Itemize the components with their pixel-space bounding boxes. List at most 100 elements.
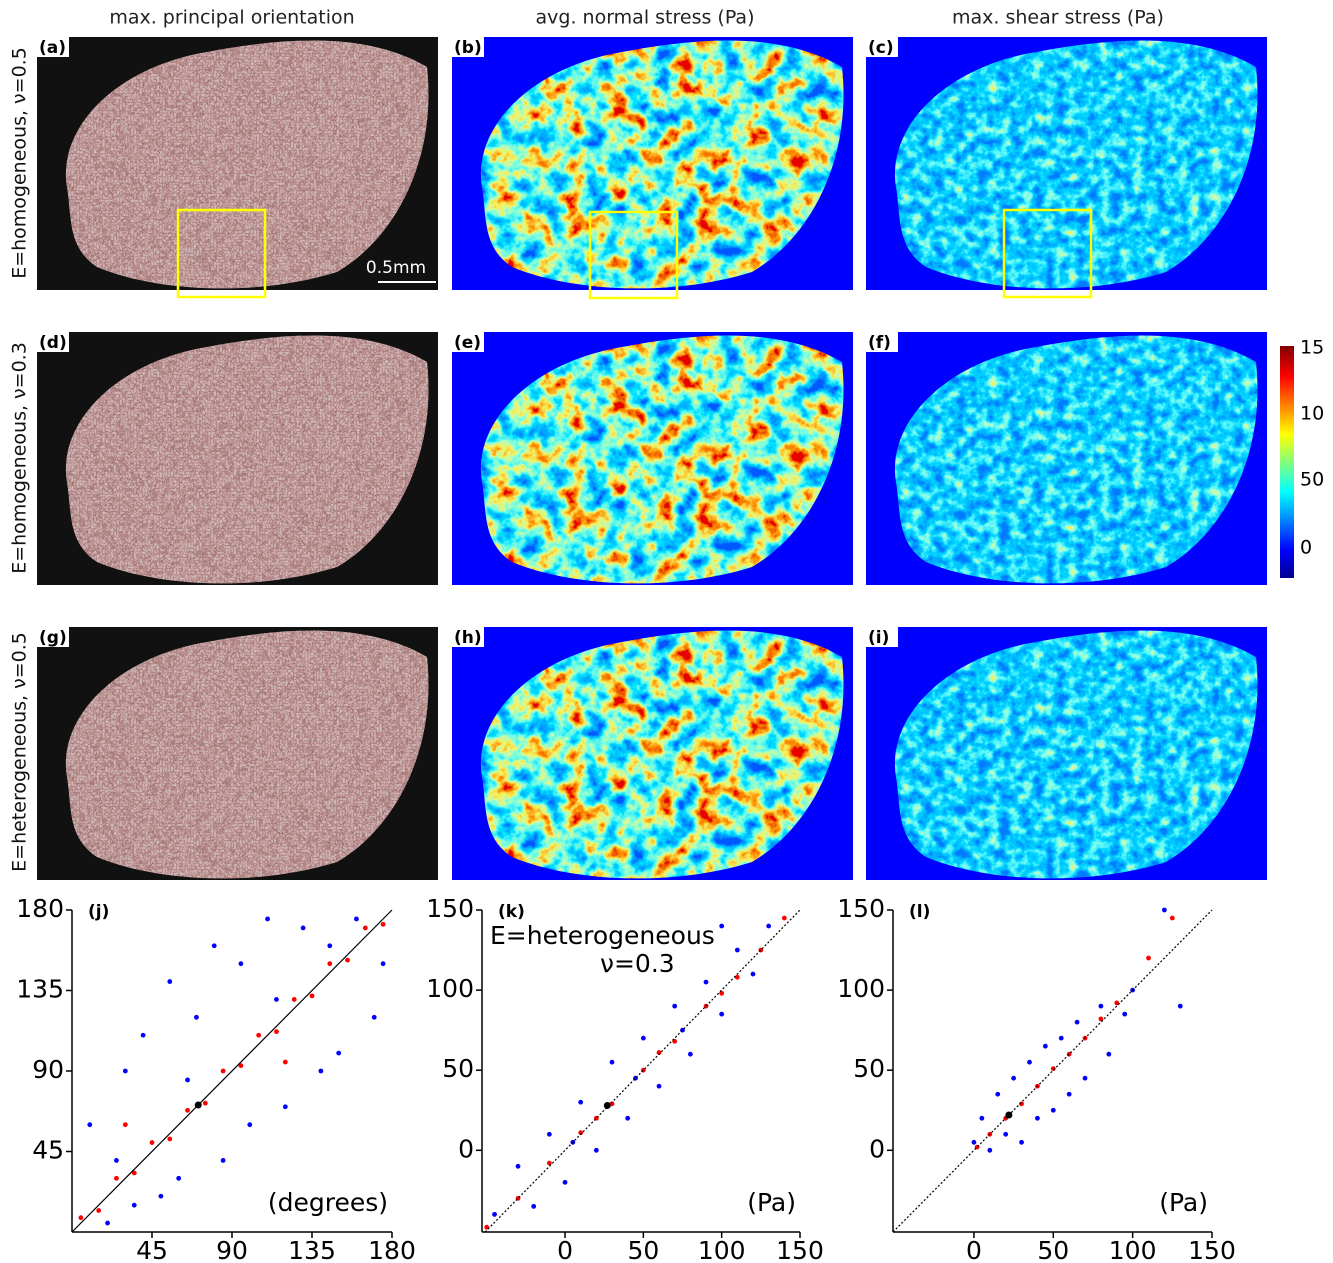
scatter-point [1161,907,1167,913]
y-tick-label: 135 [16,975,64,1004]
panel-letter-box [866,627,898,647]
y-tick-label: 90 [32,1055,64,1084]
x-tick-label: 150 [776,1236,824,1263]
panel-letter-box [37,627,69,647]
identity-line [892,909,1213,1233]
scatter-point [202,1100,208,1106]
scatter-point [531,1203,537,1209]
scatter-point [734,947,740,953]
highlight-box [588,210,679,300]
unit-label: (Pa) [747,1188,796,1217]
scatter-point [131,1202,137,1208]
scatter-point [318,1068,324,1074]
scatter-point [687,1051,693,1057]
panel-letter: (j) [88,902,109,922]
unit-label: (degrees) [268,1188,388,1217]
image-grid: (a) (b) (c) (d) (e) (f) (g) (h) (i) [37,37,1267,880]
scatter-point [1122,1011,1128,1017]
scatter-point [719,1011,725,1017]
panel-letter: (g) [39,628,67,648]
scatter-point [1098,1003,1104,1009]
y-tick-label: 0 [458,1134,474,1163]
scatter-point [114,1175,119,1181]
mean-point [1005,1111,1013,1119]
x-tick-label: 0 [966,1236,982,1263]
y-tick-label: 100 [837,974,885,1003]
image-panel: (e) [452,332,853,585]
scatter-point [185,1107,190,1113]
panel-letter: (b) [454,38,482,58]
scatter-point [282,1059,288,1065]
scatter-point [185,1077,190,1083]
scatter-point [1058,1035,1064,1041]
image-panel: (h) [452,627,853,880]
identity-line [71,909,393,1233]
x-tick-label: 50 [1037,1236,1069,1263]
x-tick-label: 135 [288,1236,336,1263]
x-tick-label: 100 [698,1236,746,1263]
scatter-point [380,961,386,967]
scatter-point [345,957,350,963]
identity-line [484,909,801,1233]
panel-content [480,40,844,289]
x-tick-label: 180 [368,1236,416,1263]
scatter-point [176,1175,182,1181]
texture [894,630,1258,879]
scatter-point [1106,1051,1112,1057]
scatter-point [492,1211,497,1217]
scatter-point [238,1063,244,1069]
column-title: max. principal orientation [109,7,354,29]
scatter-point [354,916,359,922]
scatter-chart: 0 50 100 150 0 50 100 150 (k) (Pa) E=heterogeneous… [426,894,824,1263]
scatter-point [78,1215,84,1221]
scatter-point [291,997,297,1002]
tint [65,630,429,879]
scatter-point [96,1208,102,1213]
scatter-point [158,1193,164,1199]
panel-letter-box [37,37,69,57]
scatter-point [562,1179,568,1185]
scatter-point [987,1147,993,1153]
scatter-point [781,915,787,921]
image-panel: (i) [866,627,1267,880]
panel-content [65,40,429,289]
scatter-point [282,1104,288,1110]
scatter-point [140,1032,146,1038]
panel-content [65,335,429,584]
scatter-point [114,1158,119,1163]
image-panel: (c) [866,37,1267,290]
scatter-point [309,993,315,999]
texture [894,40,1258,289]
panel-content [894,335,1258,584]
row-label: E=homogeneous, ν=0.5 [9,47,31,279]
scatter-point [703,979,709,985]
scatter-point [167,979,173,984]
scatter-point [625,1115,631,1121]
y-tick-label: 150 [837,894,885,923]
y-tick-label: 45 [32,1136,64,1165]
image-panel: (f) [866,332,1267,585]
scatter-point [995,1091,1001,1097]
scatter-point [336,1050,342,1056]
image-panel: (a) [37,37,438,290]
panel-letter-box [452,627,484,647]
panel-letter-box [866,332,898,352]
tint [65,335,429,584]
scatter-point [578,1099,584,1105]
scatter-point [167,1136,173,1142]
scatter-point [656,1083,662,1089]
colorbar-label: 15 [1300,337,1324,359]
panel-letter: (e) [454,333,481,353]
scatter-point [1169,915,1175,921]
scatter-point [1003,1131,1009,1137]
scatter-point [1019,1139,1024,1145]
panel-letter: (f) [868,333,891,353]
row-label: E=heterogeneous, ν=0.5 [9,632,31,872]
scatter-charts: 45 90 135 180 45 90 135 180 (j) (degrees) 0 50 100 15… [16,894,1236,1263]
x-tick-label: 100 [1109,1236,1157,1263]
scatter-point [274,997,279,1002]
image-panel: (b) [452,37,853,290]
scatter-chart: 0 50 100 150 0 50 100 150 (l) (Pa) [837,894,1236,1263]
unit-label: (Pa) [1159,1188,1208,1217]
